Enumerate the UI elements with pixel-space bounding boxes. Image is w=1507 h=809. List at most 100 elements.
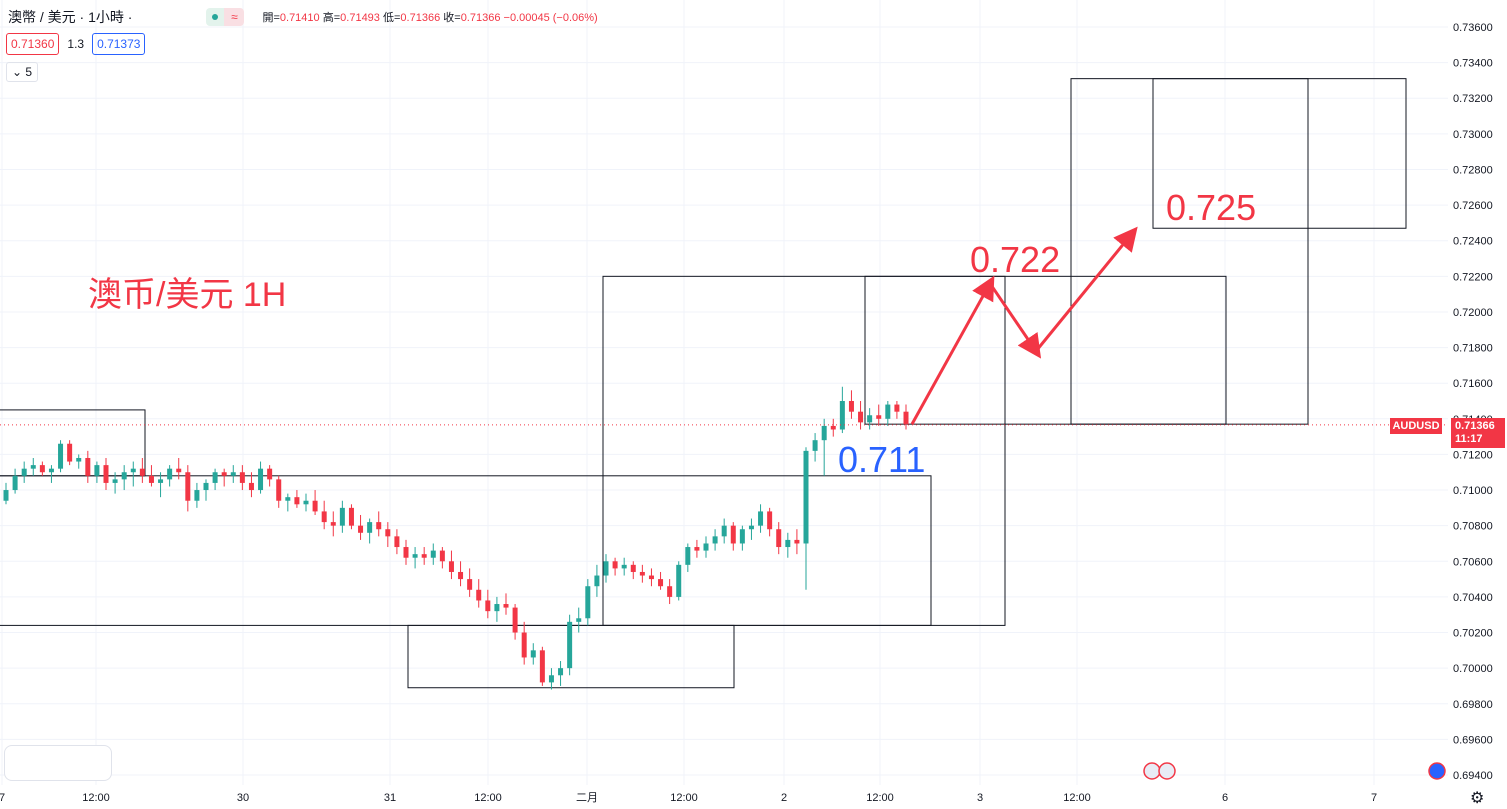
candle-body [358, 525, 364, 533]
candle [776, 522, 782, 555]
candle [439, 547, 445, 569]
candle [903, 404, 909, 430]
candle [30, 457, 36, 476]
us-flag-icon [1158, 762, 1176, 780]
candle-body [221, 472, 227, 476]
candle [267, 465, 273, 487]
candle-body [130, 468, 136, 473]
gear-icon[interactable]: ⚙ [1470, 790, 1485, 807]
candle [521, 621, 527, 665]
target2-label: 0.725 [1166, 187, 1256, 228]
candle-body [667, 586, 673, 597]
candle [794, 529, 800, 555]
price-tick-label: 0.70200 [1453, 628, 1493, 640]
candle [376, 511, 382, 537]
candle-body [112, 479, 118, 483]
price-tick-label: 0.71200 [1453, 449, 1493, 461]
candle [885, 401, 891, 426]
zone-box [602, 275, 1006, 626]
candle-body [321, 511, 327, 523]
candle-body [421, 554, 427, 558]
wave-icon: ≈ [224, 8, 245, 26]
status-pill[interactable]: ≈ [206, 8, 245, 26]
candle [358, 514, 364, 540]
chevron-down-icon: ⌄ [12, 65, 23, 79]
candle [67, 440, 73, 466]
candle-body [558, 668, 564, 676]
open-value: 0.71410 [279, 12, 320, 24]
candle [785, 532, 791, 558]
candle-body [385, 529, 391, 537]
candle-body [339, 507, 345, 526]
candle [703, 536, 709, 558]
buy-button[interactable]: 0.71373 [92, 33, 146, 55]
sell-button[interactable]: 0.71360 [6, 33, 60, 55]
candle [830, 418, 836, 437]
candle-body [585, 586, 591, 619]
candle [458, 561, 464, 587]
trade-panel: 0.71360 1.3 0.71373 [6, 33, 146, 55]
price-tick-label: 0.73200 [1453, 93, 1493, 105]
au-flag-icon [1428, 762, 1446, 780]
time-tick-label: 12:00 [1063, 792, 1091, 804]
candle-body [676, 564, 682, 597]
time-tick-label: 3 [977, 792, 983, 804]
candle [630, 561, 636, 580]
candle-body [903, 411, 909, 425]
candle-body [658, 579, 664, 587]
candle [721, 518, 727, 544]
candle-body [67, 443, 73, 462]
candle [339, 500, 345, 533]
time-tick-label: 31 [384, 792, 396, 804]
candle-body [894, 404, 900, 412]
candle-body [594, 575, 600, 587]
candle-body [348, 507, 354, 526]
time-tick-label: 30 [237, 792, 249, 804]
candle [494, 596, 500, 622]
candle [730, 522, 736, 551]
zone-box [0, 475, 932, 626]
price-tick-label: 0.72600 [1453, 200, 1493, 212]
candle-body [876, 415, 882, 419]
high-value: 0.71493 [340, 12, 380, 24]
candle [821, 418, 827, 476]
symbol-title[interactable]: 澳幣 / 美元 · 1小時 · [8, 9, 133, 25]
candle [685, 543, 691, 572]
candle-body [603, 561, 609, 576]
time-axis[interactable]: 7 12:00 30 31 12:00 二月 12:00 2 12:00 3 12:00 6 7 [0, 792, 1377, 804]
candle [594, 564, 600, 597]
candle-body [821, 425, 827, 441]
chart-grid [0, 0, 1448, 785]
candle-body [285, 497, 291, 501]
candle [139, 457, 145, 483]
candle-body [121, 472, 127, 480]
candle-body [758, 511, 764, 526]
candle [176, 457, 182, 480]
candle [321, 500, 327, 530]
time-tick-label: 二月 [576, 792, 598, 804]
candle-body [885, 404, 891, 419]
forecast-arrow [1034, 226, 1138, 353]
candle-body [685, 547, 691, 565]
candle-body [376, 522, 382, 530]
candle-body [567, 621, 573, 669]
candle [85, 450, 91, 483]
candle [303, 493, 309, 512]
candle [367, 518, 373, 544]
candle [658, 571, 664, 590]
bottom-search-box[interactable] [4, 745, 112, 781]
indicators-toggle[interactable]: ⌄ 5 [6, 62, 39, 82]
market-open-dot-icon [206, 8, 225, 26]
zone-box [864, 275, 1227, 425]
candle-body [712, 536, 718, 544]
price-axis[interactable]: 0.73600 0.73400 0.73200 0.73000 0.72800 0.726… [1453, 22, 1493, 782]
time-tick-label: 12:00 [866, 792, 894, 804]
candle [3, 482, 9, 505]
candle [230, 465, 236, 483]
candle [548, 668, 554, 690]
candle [21, 461, 27, 483]
candle [512, 604, 518, 640]
price-tick-label: 0.69800 [1453, 699, 1493, 711]
candle-body [76, 457, 82, 462]
